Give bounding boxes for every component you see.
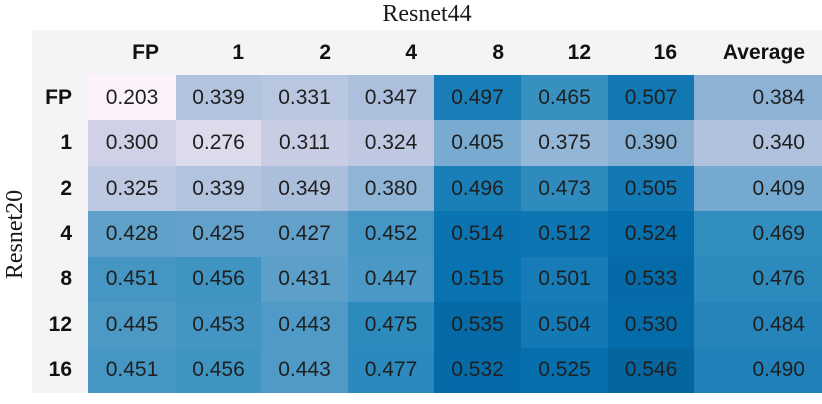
heatmap-cell: 0.496 <box>434 165 521 212</box>
heatmap-cell: 0.465 <box>521 75 608 121</box>
heatmap-cell-average: 0.469 <box>694 211 822 257</box>
row-header-2: 2 <box>32 165 88 212</box>
heatmap-cell: 0.456 <box>176 347 261 393</box>
heatmap-cell: 0.443 <box>261 302 348 348</box>
heatmap-cell: 0.546 <box>608 347 694 393</box>
column-group-title: Resnet44 <box>382 1 472 27</box>
heatmap-cell-average: 0.409 <box>694 165 822 212</box>
heatmap-cell-average: 0.340 <box>694 120 822 166</box>
heatmap-cell: 0.325 <box>88 165 176 212</box>
heatmap-cell: 0.451 <box>88 347 176 393</box>
heatmap-cell: 0.347 <box>348 75 434 121</box>
row-header-fp: FP <box>32 75 88 121</box>
heatmap-cell: 0.507 <box>608 75 694 121</box>
heatmap-cell: 0.532 <box>434 347 521 393</box>
heatmap-cell: 0.380 <box>348 165 434 212</box>
heatmap-cell-average: 0.384 <box>694 75 822 121</box>
heatmap-cell: 0.505 <box>608 165 694 212</box>
heatmap-cell: 0.431 <box>261 256 348 303</box>
heatmap-cell: 0.445 <box>88 302 176 348</box>
heatmap-cell: 0.276 <box>176 120 261 166</box>
heatmap-cell: 0.339 <box>176 75 261 121</box>
heatmap-cell: 0.311 <box>261 120 348 166</box>
col-header-16: 16 <box>608 30 694 75</box>
col-header-average: Average <box>694 30 822 75</box>
heatmap-cell: 0.456 <box>176 256 261 303</box>
corner-cell <box>32 30 88 75</box>
heatmap-cell: 0.512 <box>521 211 608 257</box>
heatmap-cell: 0.324 <box>348 120 434 166</box>
heatmap-cell: 0.203 <box>88 75 176 121</box>
row-header-12: 12 <box>32 302 88 348</box>
heatmap-cell: 0.349 <box>261 165 348 212</box>
row-group-title: Resnet20 <box>2 189 29 279</box>
heatmap-cell: 0.530 <box>608 302 694 348</box>
heatmap-cell-average: 0.490 <box>694 347 822 393</box>
heatmap-cell: 0.427 <box>261 211 348 257</box>
heatmap-cell: 0.451 <box>88 256 176 303</box>
heatmap-cell: 0.425 <box>176 211 261 257</box>
heatmap-cell: 0.428 <box>88 211 176 257</box>
col-header-12: 12 <box>521 30 608 75</box>
col-header-8: 8 <box>434 30 521 75</box>
heatmap-cell: 0.497 <box>434 75 521 121</box>
row-header-1: 1 <box>32 120 88 166</box>
col-header-1: 1 <box>176 30 261 75</box>
col-header-4: 4 <box>348 30 434 75</box>
heatmap-cell: 0.405 <box>434 120 521 166</box>
heatmap-cell: 0.447 <box>348 256 434 303</box>
heatmap-cell: 0.390 <box>608 120 694 166</box>
heatmap-cell: 0.339 <box>176 165 261 212</box>
col-header-fp: FP <box>88 30 176 75</box>
row-header-8: 8 <box>32 256 88 303</box>
heatmap-cell-average: 0.484 <box>694 302 822 348</box>
row-header-16: 16 <box>32 347 88 393</box>
heatmap-cell: 0.515 <box>434 256 521 303</box>
heatmap-cell: 0.504 <box>521 302 608 348</box>
heatmap-cell: 0.375 <box>521 120 608 166</box>
heatmap-cell: 0.300 <box>88 120 176 166</box>
row-group-title-container: Resnet20 <box>0 75 32 393</box>
heatmap-cell: 0.473 <box>521 165 608 212</box>
heatmap-cell: 0.453 <box>176 302 261 348</box>
heatmap-cell: 0.514 <box>434 211 521 257</box>
heatmap-cell: 0.524 <box>608 211 694 257</box>
heatmap-cell: 0.477 <box>348 347 434 393</box>
heatmap-cell: 0.443 <box>261 347 348 393</box>
heatmap-cell: 0.475 <box>348 302 434 348</box>
heatmap-cell: 0.501 <box>521 256 608 303</box>
heatmap-cell: 0.535 <box>434 302 521 348</box>
heatmap-table: FP 1 2 4 8 12 16 Average FP 0.203 0.339 0.331 0.347 0… <box>32 30 822 393</box>
heatmap-cell: 0.525 <box>521 347 608 393</box>
col-header-2: 2 <box>261 30 348 75</box>
heatmap-cell: 0.533 <box>608 256 694 303</box>
heatmap-cell: 0.331 <box>261 75 348 121</box>
heatmap-cell: 0.452 <box>348 211 434 257</box>
heatmap-cell-average: 0.476 <box>694 256 822 303</box>
row-header-4: 4 <box>32 211 88 257</box>
